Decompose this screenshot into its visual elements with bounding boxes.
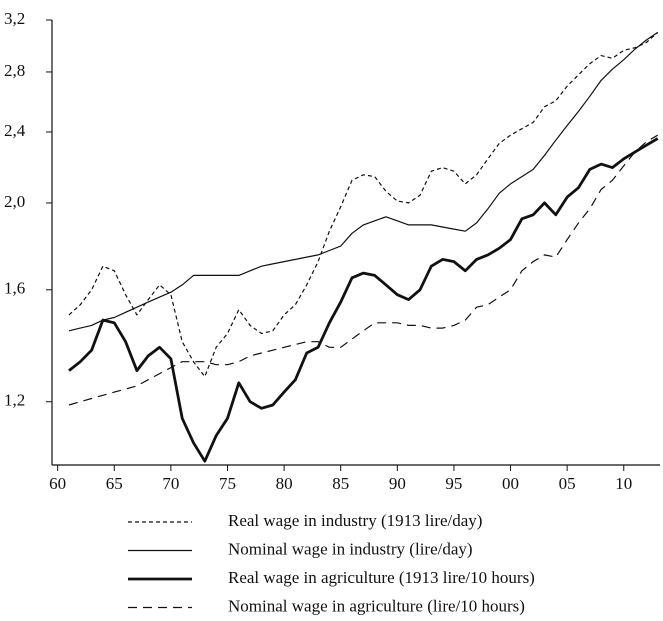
x-tick-label: 60 <box>49 474 66 493</box>
series-line <box>68 137 659 463</box>
x-tick-label: 90 <box>389 474 406 493</box>
y-tick-label: 1,6 <box>4 279 25 298</box>
x-tick-label: 95 <box>445 474 462 493</box>
y-tick-label: 2,4 <box>4 121 26 140</box>
legend-label: Nominal wage in industry (lire/day) <box>228 539 473 558</box>
x-tick-label: 65 <box>106 474 123 493</box>
x-tick-label: 80 <box>276 474 293 493</box>
series-line <box>68 31 659 332</box>
legend-label: Real wage in industry (1913 lire/day) <box>228 511 482 530</box>
x-tick-label: 10 <box>615 474 632 493</box>
legend-label: Real wage in agriculture (1913 lire/10 h… <box>228 568 535 587</box>
legend-label: Nominal wage in agriculture (lire/10 hou… <box>228 596 525 615</box>
x-tick-label: 75 <box>219 474 236 493</box>
y-tick-label: 1,2 <box>4 391 25 410</box>
x-tick-label: 70 <box>162 474 179 493</box>
series-line <box>68 31 659 378</box>
x-tick-label: 05 <box>559 474 576 493</box>
x-tick-label: 85 <box>332 474 349 493</box>
y-tick-label: 2,0 <box>4 192 25 211</box>
x-tick-label: 00 <box>502 474 519 493</box>
series-line <box>68 134 659 406</box>
y-tick-label: 3,2 <box>4 9 25 28</box>
y-tick-label: 2,8 <box>4 61 25 80</box>
